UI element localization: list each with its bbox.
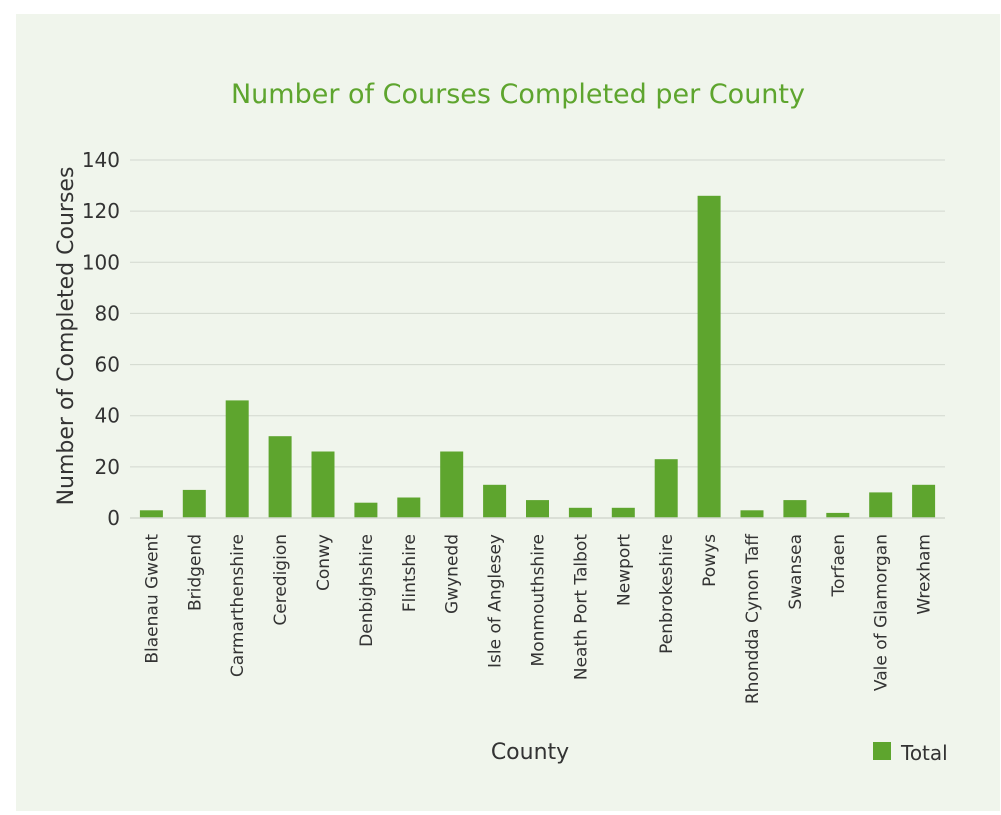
- bar-chart: Number of Courses Completed per County 0…: [54, 79, 948, 765]
- bar: [526, 500, 549, 518]
- chart-panel: Number of Courses Completed per County 0…: [16, 14, 1000, 811]
- x-category-label: Newport: [614, 534, 634, 606]
- bar: [483, 484, 507, 518]
- x-category-label: Penbrokeshire: [657, 534, 677, 654]
- x-category-label: Gwynedd: [443, 534, 463, 614]
- x-category-label: Monmouthshire: [529, 534, 549, 666]
- x-category-label: Ceredigion: [271, 534, 291, 626]
- bar: [139, 510, 163, 518]
- bar: [354, 502, 378, 518]
- bar: [611, 507, 635, 518]
- x-category-label: Bridgend: [185, 534, 205, 611]
- bars: [139, 195, 936, 519]
- bar: [654, 459, 678, 518]
- x-axis-title: County: [491, 740, 569, 765]
- x-category-label: Swansea: [786, 534, 806, 610]
- y-tick-label: 20: [95, 455, 120, 479]
- x-category-label: Powys: [700, 534, 720, 587]
- bar: [311, 451, 335, 518]
- x-axis-category-labels: Blaenau Gwent Bridgend Carmarthenshire Cere…: [142, 533, 934, 704]
- bar: [869, 492, 893, 518]
- y-tick-label: 140: [82, 148, 120, 172]
- x-category-label: Rhondda Cynon Taff: [743, 533, 763, 704]
- bar: [397, 497, 421, 518]
- legend-label-total: Total: [900, 741, 948, 765]
- y-tick-label: 120: [82, 199, 120, 223]
- legend: Total: [873, 741, 948, 765]
- bar: [268, 436, 292, 518]
- bar: [783, 500, 807, 518]
- x-category-label: Torfaen: [829, 534, 849, 598]
- y-tick-label: 60: [95, 353, 120, 377]
- y-tick-label: 40: [95, 404, 120, 428]
- y-tick-label: 100: [82, 250, 120, 274]
- x-category-label: Carmarthenshire: [228, 534, 248, 677]
- x-category-label: Blaenau Gwent: [142, 534, 162, 664]
- bar: [568, 507, 592, 518]
- y-tick-label: 80: [95, 301, 120, 325]
- grid-lines: [130, 159, 945, 468]
- bar: [182, 489, 206, 518]
- x-category-label: Conwy: [314, 534, 334, 591]
- y-axis-ticks: 0 20 40 60 80 100 120 140: [82, 148, 120, 530]
- y-axis-title: Number of Completed Courses: [54, 167, 79, 506]
- bar: [740, 510, 764, 518]
- bar: [440, 451, 464, 518]
- x-category-label: Denbighshire: [357, 534, 377, 647]
- bar: [697, 195, 721, 519]
- x-category-label: Neath Port Talbot: [571, 534, 591, 680]
- legend-swatch: [873, 742, 891, 760]
- x-category-label: Wrexham: [915, 534, 935, 615]
- y-tick-label: 0: [107, 506, 120, 530]
- chart-title: Number of Courses Completed per County: [231, 79, 805, 110]
- bar: [225, 400, 249, 518]
- x-category-label: Vale of Glamorgan: [872, 534, 892, 691]
- x-category-label: Isle of Anglesey: [486, 534, 506, 668]
- bar: [826, 512, 850, 518]
- bar: [912, 484, 936, 518]
- x-category-label: Flintshire: [400, 534, 420, 612]
